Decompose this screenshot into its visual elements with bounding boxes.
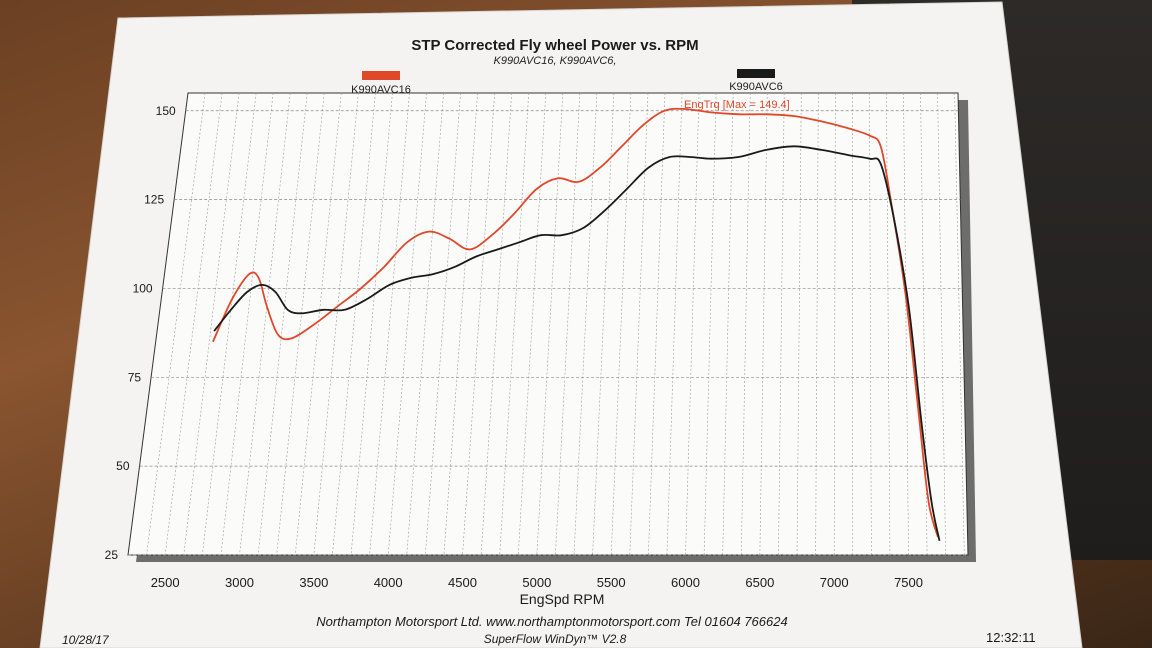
x-tick-label: 7000 xyxy=(820,575,849,590)
legend-swatch-k990avc6 xyxy=(737,69,775,78)
plot-area xyxy=(127,92,969,556)
chart-title: STP Corrected Fly wheel Power vs. RPM xyxy=(411,37,698,54)
grid-line-vertical xyxy=(610,92,632,556)
x-tick-label: 7500 xyxy=(894,575,923,590)
grid-line-vertical xyxy=(480,92,512,556)
chart-subtitle: K990AVC16, K990AVC6, xyxy=(494,55,617,67)
grid-line-vertical xyxy=(886,92,891,556)
max-torque-annotation: EngTrq [Max = 149.4] xyxy=(684,99,790,111)
x-tick-label: 3000 xyxy=(225,575,254,590)
grid-line-vertical xyxy=(555,92,581,556)
grid-line-vertical xyxy=(869,92,872,556)
x-tick-label: 4500 xyxy=(448,575,477,590)
grid-line-vertical xyxy=(815,92,819,556)
series-line-k990avc6 xyxy=(213,145,941,541)
grid-line-vertical xyxy=(443,92,478,556)
legend-swatch-k990avc16 xyxy=(362,71,400,80)
grid-line-vertical xyxy=(313,92,359,556)
grid-line-vertical xyxy=(332,92,376,556)
grid-line-vertical xyxy=(406,92,444,556)
footer-date: 10/28/17 xyxy=(62,633,110,647)
grid-line-vertical xyxy=(387,92,427,556)
x-tick-label: 4000 xyxy=(374,575,403,590)
x-tick-label: 2500 xyxy=(151,575,180,590)
y-tick-label: 125 xyxy=(144,193,164,207)
grid-line-vertical xyxy=(164,92,223,556)
grid-line-vertical xyxy=(648,92,666,556)
grid-line-vertical xyxy=(220,92,274,556)
footer-company: Northampton Motorsport Ltd. www.northamp… xyxy=(316,614,787,629)
x-tick-label: 6000 xyxy=(671,575,700,590)
grid-line-vertical xyxy=(202,92,257,556)
y-tick-label: 50 xyxy=(116,459,130,473)
x-tick-label: 5500 xyxy=(597,575,626,590)
grid-line-vertical xyxy=(778,92,785,556)
grid-line-vertical xyxy=(796,92,802,556)
y-tick-label: 150 xyxy=(156,104,176,118)
grid-line-vertical xyxy=(239,92,291,556)
grid-line-vertical xyxy=(954,92,965,556)
y-tick-label: 100 xyxy=(133,281,153,295)
grid-line-vertical xyxy=(759,92,768,556)
grid-line-vertical xyxy=(685,92,700,556)
legend-label-k990avc16: K990AVC16 xyxy=(351,84,411,96)
legend-label-k990avc6: K990AVC6 xyxy=(729,81,783,93)
grid-lines xyxy=(128,92,968,556)
x-tick-label: 6500 xyxy=(745,575,774,590)
grid-line-vertical xyxy=(462,92,495,556)
grid-line-vertical xyxy=(425,92,461,556)
grid-line-vertical xyxy=(499,92,530,556)
grid-line-vertical xyxy=(833,92,836,556)
grid-line-vertical xyxy=(592,92,615,556)
footer-software: SuperFlow WinDyn™ V2.8 xyxy=(484,632,627,646)
y-tick-label: 25 xyxy=(105,548,119,562)
grid-line-vertical xyxy=(294,92,342,556)
grid-line-vertical xyxy=(369,92,410,556)
y-tick-label: 75 xyxy=(128,370,142,384)
grid-line-vertical xyxy=(257,92,308,556)
grid-line-vertical xyxy=(722,92,734,556)
grid-line-vertical xyxy=(276,92,325,556)
grid-line-vertical xyxy=(740,92,751,556)
footer-time: 12:32:11 xyxy=(986,630,1036,645)
series-line-k990avc16 xyxy=(212,107,939,538)
grid-line-vertical xyxy=(146,92,206,556)
grid-line-vertical xyxy=(937,92,946,556)
x-axis-label: EngSpd RPM xyxy=(520,591,605,607)
grid-line-vertical xyxy=(666,92,683,556)
grid-line-vertical xyxy=(903,92,909,556)
axis-ticks: 25 50 75 100 125 150 2500 3000 3500 4000 4500 5000 5… xyxy=(105,104,923,590)
grid-line-vertical xyxy=(183,92,240,556)
x-tick-label: 5000 xyxy=(522,575,551,590)
grid-line-vertical xyxy=(517,92,547,556)
grid-line-vertical xyxy=(573,92,598,556)
x-tick-label: 3500 xyxy=(299,575,328,590)
series-lines xyxy=(212,107,941,541)
grid-line-vertical xyxy=(703,92,717,556)
grid-line-vertical xyxy=(536,92,564,556)
grid-line-vertical xyxy=(350,92,393,556)
